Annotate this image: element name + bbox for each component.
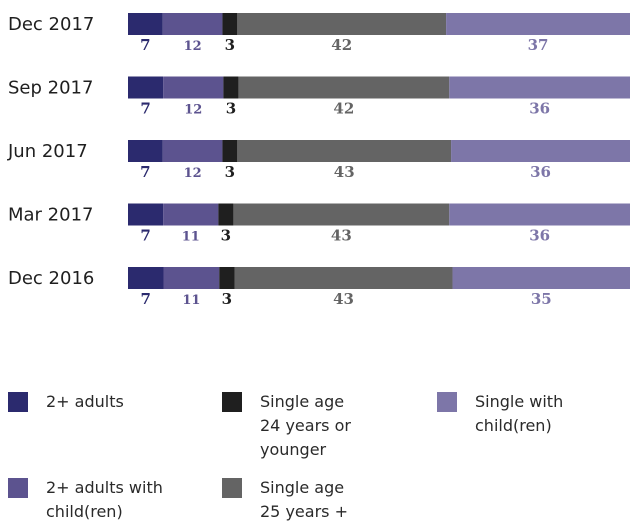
legend-swatch [8, 478, 28, 498]
data-label: 12 [184, 166, 202, 181]
legend-item: Single with child(ren) [437, 390, 563, 438]
bar-segment [452, 267, 630, 289]
legend-item: Single age 24 years or younger [222, 390, 351, 462]
legend-item: Single age 25 years + [222, 476, 348, 524]
data-label: 7 [141, 290, 151, 308]
data-label: 36 [529, 100, 550, 118]
bar-segment [222, 13, 238, 35]
data-label: 3 [222, 290, 232, 308]
data-label: 36 [530, 163, 551, 181]
bar-segment [446, 13, 630, 35]
data-label: 12 [184, 103, 202, 118]
legend-item: 2+ adults [8, 390, 124, 414]
legend-swatch [222, 478, 242, 498]
bar-segment [163, 267, 220, 289]
legend-label: 2+ adults [46, 392, 124, 411]
category-label: Dec 2016 [8, 268, 94, 289]
bar-segment [451, 140, 630, 162]
bar-segment [163, 203, 219, 226]
data-label: 3 [225, 163, 235, 181]
bar-segment [238, 76, 450, 99]
data-label: 43 [334, 163, 355, 181]
data-label: 11 [182, 293, 200, 308]
category-label: Dec 2017 [8, 14, 94, 35]
category-label: Mar 2017 [8, 205, 94, 226]
data-label: 7 [140, 100, 150, 118]
bar-segment [162, 140, 223, 162]
data-label: 11 [182, 230, 200, 245]
data-label: 43 [333, 290, 354, 308]
data-label: 3 [221, 227, 231, 245]
data-label: 42 [331, 36, 352, 54]
legend-label: Single with child(ren) [475, 392, 564, 435]
bar-segment [449, 203, 630, 226]
legend-label: 2+ adults with child(ren) [46, 478, 163, 521]
data-label: 43 [331, 227, 352, 245]
legend-label: Single age 25 years + [260, 478, 348, 521]
bar-segment [128, 76, 164, 99]
bar-segment [163, 76, 224, 99]
bar-segment [128, 13, 163, 35]
bar-segment [219, 267, 235, 289]
bar-segment [234, 267, 453, 289]
bar-segment [128, 140, 163, 162]
data-label: 12 [184, 39, 202, 54]
legend-label: Single age 24 years or younger [260, 392, 351, 459]
legend-swatch [437, 392, 457, 412]
legend-swatch [222, 392, 242, 412]
data-label: 7 [140, 227, 150, 245]
legend-item: 2+ adults with child(ren) [8, 476, 163, 524]
data-label: 37 [528, 36, 549, 54]
data-label: 36 [529, 227, 550, 245]
category-label: Jun 2017 [7, 141, 88, 162]
bar-segment [222, 140, 238, 162]
data-label: 42 [333, 100, 354, 118]
bar-segment [237, 140, 452, 162]
data-label: 35 [531, 290, 552, 308]
bar-segment [449, 76, 630, 99]
bar-segment [128, 267, 164, 289]
category-label: Sep 2017 [8, 78, 93, 99]
bar-segment [218, 203, 234, 226]
data-label: 3 [226, 100, 236, 118]
bar-segment [128, 203, 164, 226]
data-label: 3 [225, 36, 235, 54]
data-label: 7 [140, 163, 150, 181]
data-label: 7 [140, 36, 150, 54]
bar-segment [233, 203, 450, 226]
bar-segment [162, 13, 223, 35]
bar-segment [237, 13, 447, 35]
bar-segment [223, 76, 239, 99]
legend-swatch [8, 392, 28, 412]
